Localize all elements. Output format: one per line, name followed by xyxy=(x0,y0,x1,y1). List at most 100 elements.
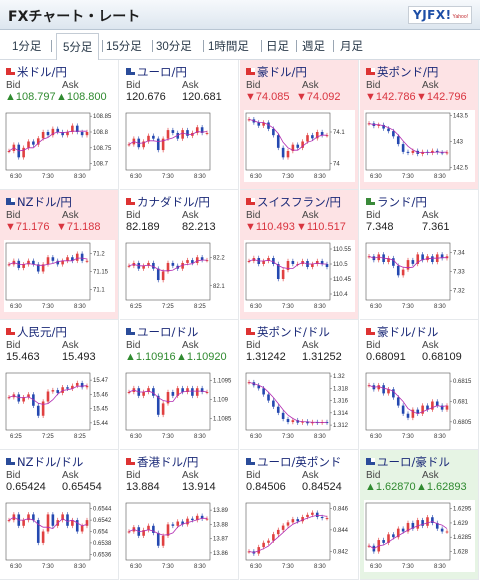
mini-chart[interactable]: 1.6295 1.629 1.6285 1.628 6:30 7:30 8:30 xyxy=(364,500,475,572)
y-tick-label: 110.4 xyxy=(333,292,348,298)
rate-panel[interactable]: ユーロ/円 Bid Ask 120.676 120.681 6:30 7:30 8:30 xyxy=(120,60,239,190)
mini-chart[interactable]: 143.5 143 142.5 6:30 7:30 8:30 xyxy=(364,110,475,182)
rate-panel[interactable]: ユーロ/ドル Bid Ask ▲1.10916 ▲1.10920 1.1095 1.109 1… xyxy=(120,320,239,450)
rate-panel[interactable]: 香港ドル/円 Bid Ask 13.884 13.914 13.89 13.88 13.87 1… xyxy=(120,450,239,580)
x-tick-label: 6:30 xyxy=(10,564,22,570)
candle-body xyxy=(401,405,405,414)
pair-name[interactable]: カナダドル/円 xyxy=(126,194,210,210)
moving-average-line xyxy=(368,255,447,269)
candle-body xyxy=(142,265,145,269)
rate-panel[interactable]: 豪ドル/ドル Bid Ask 0.68091 0.68109 0.6815 0.681 0.6… xyxy=(360,320,479,450)
candle-body xyxy=(27,394,30,398)
x-tick-label: 7:25 xyxy=(42,434,54,440)
tab-1hour[interactable]: 1時間足 xyxy=(208,41,249,53)
chart-svg: 0.846 0.844 0.842 6:30 7:30 8:30 xyxy=(244,500,355,572)
mini-chart[interactable]: 15.47 15.46 15.45 15.44 6:25 7:25 8:25 xyxy=(4,370,115,442)
mini-chart[interactable]: 71.2 71.15 71.1 6:30 7:30 8:30 xyxy=(4,240,115,312)
mini-chart[interactable]: 13.89 13.88 13.87 13.86 6:30 7:30 8:30 xyxy=(124,500,235,572)
mini-chart[interactable]: 74.1 74 6:30 7:30 8:30 xyxy=(244,110,355,182)
tab-5min[interactable]: 5分足 xyxy=(56,33,100,60)
candle-body xyxy=(320,132,324,136)
tab-1min[interactable]: 1分足 xyxy=(12,41,42,53)
mini-chart[interactable]: 0.6815 0.681 0.6805 6:30 7:30 8:30 xyxy=(364,370,475,442)
pair-name[interactable]: スイスフラン/円 xyxy=(246,194,341,210)
candle-body xyxy=(142,141,145,148)
pair-name[interactable]: 香港ドル/円 xyxy=(126,454,198,470)
candle-body xyxy=(267,122,270,129)
pair-name[interactable]: NZドル/ドル xyxy=(6,454,83,470)
pair-name[interactable]: 豪ドル/円 xyxy=(246,64,307,80)
pair-name[interactable]: 人民元/円 xyxy=(6,324,67,340)
rate-panel[interactable]: カナダドル/円 Bid Ask 82.189 82.213 82.2 82.1 6:25 7:2… xyxy=(120,190,239,320)
y-tick-label: 0.846 xyxy=(333,506,349,512)
rate-panel[interactable]: ユーロ/豪ドル Bid Ask ▲1.62870 ▲1.62893 1.6295 1.629… xyxy=(360,450,479,580)
candle-body xyxy=(421,520,424,526)
pair-name[interactable]: 英ポンド/円 xyxy=(366,64,438,80)
candle-body xyxy=(61,260,64,265)
candle-body xyxy=(276,529,280,535)
candle-body xyxy=(195,127,199,133)
tab-15min[interactable]: 15分足 xyxy=(106,41,142,53)
pair-name[interactable]: 英ポンド/ドル xyxy=(246,324,330,340)
flag-icon xyxy=(366,198,375,205)
x-tick-label: 6:30 xyxy=(370,304,382,310)
pair-name[interactable]: 米ドル/円 xyxy=(6,64,67,80)
pair-name-label: 豪ドル/円 xyxy=(257,65,307,79)
ask-value: 13.914 xyxy=(182,481,216,493)
tab-separator xyxy=(152,40,153,52)
tab-monthly[interactable]: 月足 xyxy=(340,41,363,53)
mini-chart[interactable]: 82.2 82.1 6:25 7:25 8:25 xyxy=(124,240,235,312)
y-tick-label: 1.314 xyxy=(333,411,349,417)
candle-body xyxy=(46,132,50,136)
tab-weekly[interactable]: 週足 xyxy=(302,41,325,53)
mini-chart[interactable]: 0.6544 0.6542 0.654 0.6538 0.6536 6:30 7:30 8:3… xyxy=(4,500,115,572)
rate-panel[interactable]: 英ポンド/円 Bid Ask ▼142.786 ▼142.796 143.5 143 142.… xyxy=(360,60,479,190)
pair-name[interactable]: NZドル/円 xyxy=(6,194,72,210)
pair-name[interactable]: ユーロ/英ポンド xyxy=(246,454,341,470)
flag-icon xyxy=(6,458,15,465)
mini-chart[interactable]: 110.55 110.5 110.45 110.4 6:30 7:30 8:30 xyxy=(244,240,355,312)
candle-body xyxy=(186,388,189,392)
candle-body xyxy=(156,268,160,281)
rate-panel[interactable]: ユーロ/英ポンド Bid Ask 0.84506 0.84524 0.846 0.844 0.… xyxy=(240,450,359,580)
rate-panel[interactable]: 米ドル/円 Bid Ask ▲108.797 ▲108.800 108.85 108.8 10… xyxy=(0,60,119,190)
tab-daily[interactable]: 日足 xyxy=(266,41,289,53)
y-tick-label: 0.844 xyxy=(333,528,349,534)
candle-body xyxy=(142,392,145,396)
ask-label: Ask xyxy=(302,80,319,91)
mini-chart[interactable]: 1.1095 1.109 1.1085 6:30 7:30 8:30 xyxy=(124,370,235,442)
candle-body xyxy=(171,262,175,266)
candle-body xyxy=(291,420,295,423)
ask-label: Ask xyxy=(182,470,199,481)
mini-chart[interactable]: 6:30 7:30 8:30 xyxy=(124,110,235,182)
y-tick-label: 143.5 xyxy=(453,114,469,120)
candle-body xyxy=(267,540,270,543)
mini-chart[interactable]: 0.846 0.844 0.842 6:30 7:30 8:30 xyxy=(244,500,355,572)
plot-area xyxy=(5,372,91,431)
moving-average-line xyxy=(8,130,87,152)
pair-name[interactable]: ユーロ/豪ドル xyxy=(366,454,450,470)
pair-name[interactable]: ユーロ/円 xyxy=(126,64,187,80)
flag-icon xyxy=(366,68,375,75)
pair-name[interactable]: 豪ドル/ドル xyxy=(366,324,438,340)
rate-panel[interactable]: 豪ドル/円 Bid Ask ▼74.085 ▼74.092 74.1 74 6:30 7:30 8… xyxy=(240,60,359,190)
rate-panel[interactable]: NZドル/円 Bid Ask ▼71.176 ▼71.188 71.2 71.15 71.1 6… xyxy=(0,190,119,320)
mini-chart[interactable]: 7.34 7.33 7.32 6:30 7:30 8:30 xyxy=(364,240,475,312)
rate-panel[interactable]: 英ポンド/ドル Bid Ask 1.31242 1.31252 1.32 1.318 1.31… xyxy=(240,320,359,450)
tab-30min[interactable]: 30分足 xyxy=(156,41,192,53)
mini-chart[interactable]: 1.32 1.318 1.316 1.314 1.312 6:30 7:30 8:30 xyxy=(244,370,355,442)
pair-name-label: 人民元/円 xyxy=(17,325,67,339)
candle-body xyxy=(257,385,261,389)
brand-logo[interactable]: YJFX! Yahoo! xyxy=(408,6,472,24)
pair-name[interactable]: ユーロ/ドル xyxy=(126,324,198,340)
rate-panel[interactable]: ランド/円 Bid Ask 7.348 7.361 7.34 7.33 7.32 6:30 7:3… xyxy=(360,190,479,320)
pair-name[interactable]: ランド/円 xyxy=(366,194,427,210)
bid-label: Bid xyxy=(246,470,261,481)
rate-panel[interactable]: NZドル/ドル Bid Ask 0.65424 0.65454 0.6544 0.6542 0… xyxy=(0,450,119,580)
rate-panel[interactable]: 人民元/円 Bid Ask 15.463 15.493 15.47 15.46 15.45 15… xyxy=(0,320,119,450)
x-tick-label: 7:30 xyxy=(402,434,414,440)
candle-body xyxy=(296,144,300,148)
mini-chart[interactable]: 108.85 108.8 108.75 108.7 6:30 7:30 8:30 xyxy=(4,110,115,182)
rate-panel[interactable]: スイスフラン/円 Bid Ask ▼110.493 ▼110.517 110.55 110.… xyxy=(240,190,359,320)
x-tick-label: 6:30 xyxy=(250,304,262,310)
